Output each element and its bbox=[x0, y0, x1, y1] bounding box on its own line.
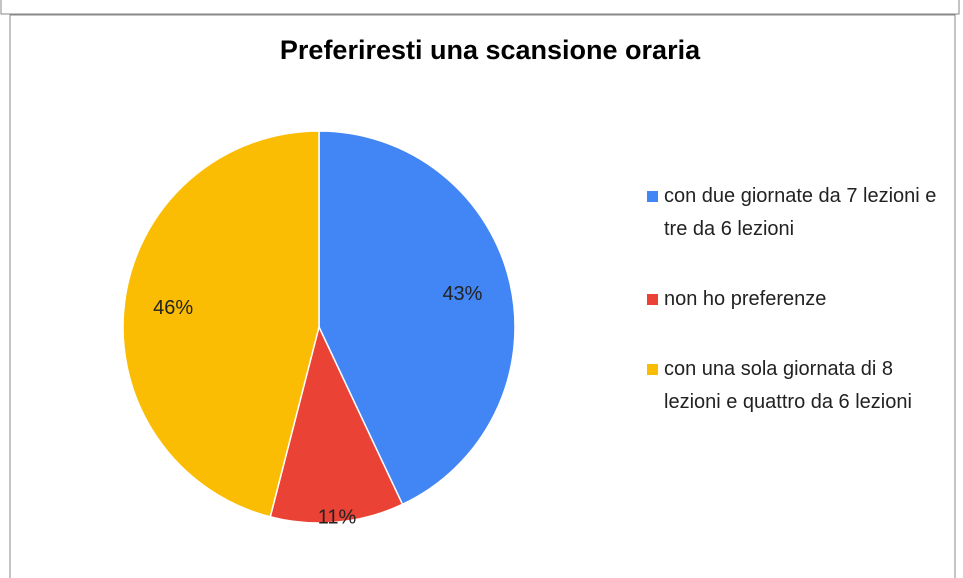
pie-slice bbox=[318, 130, 516, 506]
legend-item: con una sola giornata di 8 lezioni e qua… bbox=[647, 353, 947, 419]
legend-item: con due giornate da 7 lezioni e tre da 6… bbox=[647, 180, 947, 246]
legend-swatch bbox=[647, 191, 658, 202]
data-label: 11% bbox=[318, 507, 357, 529]
legend: con due giornate da 7 lezioni e tre da 6… bbox=[647, 180, 947, 456]
chart-title: Preferiresti una scansione oraria bbox=[280, 35, 701, 65]
legend-swatch bbox=[647, 364, 658, 375]
legend-label: non ho preferenze bbox=[664, 288, 827, 310]
legend-swatch bbox=[647, 294, 658, 305]
outer-frame bbox=[0, 0, 960, 15]
data-label: 43% bbox=[442, 283, 482, 305]
data-label: 46% bbox=[153, 297, 193, 319]
legend-label: con una sola giornata di 8 lezioni e qua… bbox=[664, 358, 912, 413]
legend-label: con due giornate da 7 lezioni e tre da 6… bbox=[664, 185, 937, 240]
legend-item: non ho preferenze bbox=[647, 283, 947, 316]
pie-slice bbox=[122, 130, 320, 518]
pie-slice bbox=[269, 324, 404, 524]
